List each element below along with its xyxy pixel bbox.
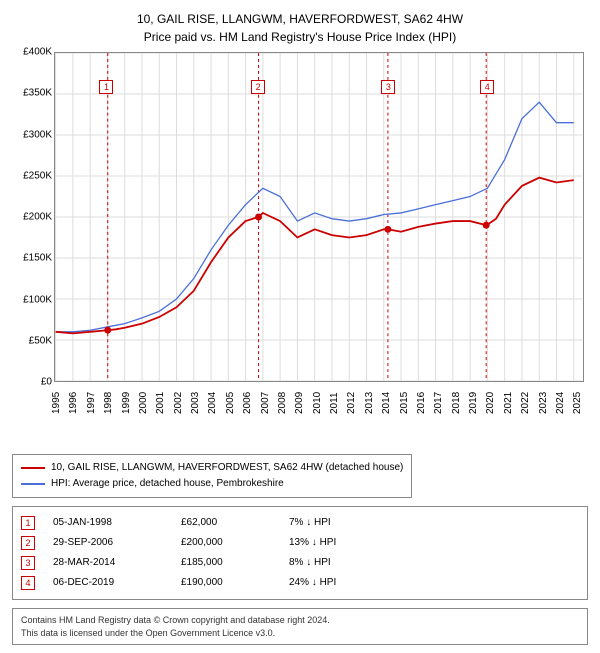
- event-marker-1: 1: [99, 80, 113, 94]
- y-tick-label: £300K: [23, 129, 52, 140]
- event-price: £200,000: [181, 533, 271, 553]
- x-tick-label: 2014: [381, 392, 392, 414]
- x-tick-label: 2005: [225, 392, 236, 414]
- x-tick-label: 2000: [138, 392, 149, 414]
- x-tick-label: 2008: [277, 392, 288, 414]
- event-row: 3 28-MAR-2014 £185,000 8% ↓ HPI: [21, 553, 579, 573]
- title-line2: Price paid vs. HM Land Registry's House …: [12, 28, 588, 46]
- y-tick-label: £200K: [23, 212, 52, 223]
- event-delta: 24% ↓ HPI: [289, 573, 399, 593]
- chart: £0£50K£100K£150K£200K£250K£300K£350K£400…: [12, 52, 588, 412]
- x-tick-label: 2016: [416, 392, 427, 414]
- x-tick-label: 2011: [329, 392, 340, 414]
- event-delta: 7% ↓ HPI: [289, 513, 399, 533]
- legend: 10, GAIL RISE, LLANGWM, HAVERFORDWEST, S…: [12, 454, 412, 498]
- x-tick-label: 2007: [260, 392, 271, 414]
- legend-label: 10, GAIL RISE, LLANGWM, HAVERFORDWEST, S…: [51, 460, 403, 476]
- legend-swatch: [21, 483, 45, 485]
- x-tick-label: 2001: [155, 392, 166, 414]
- x-tick-label: 2022: [520, 392, 531, 414]
- x-tick-label: 2025: [572, 392, 583, 414]
- legend-label: HPI: Average price, detached house, Pemb…: [51, 476, 284, 492]
- event-delta: 8% ↓ HPI: [289, 553, 399, 573]
- x-tick-label: 2020: [485, 392, 496, 414]
- x-tick-label: 2013: [364, 392, 375, 414]
- event-row: 4 06-DEC-2019 £190,000 24% ↓ HPI: [21, 573, 579, 593]
- x-tick-label: 2009: [294, 392, 305, 414]
- event-delta: 13% ↓ HPI: [289, 533, 399, 553]
- y-tick-label: £50K: [29, 335, 52, 346]
- x-tick-label: 2004: [207, 392, 218, 414]
- legend-swatch: [21, 467, 45, 469]
- events-table: 1 05-JAN-1998 £62,000 7% ↓ HPI 2 29-SEP-2006 £…: [12, 506, 588, 600]
- y-axis-labels: £0£50K£100K£150K£200K£250K£300K£350K£400…: [12, 52, 52, 382]
- event-num-box: 2: [21, 536, 35, 550]
- x-tick-label: 2015: [399, 392, 410, 414]
- event-marker-3: 3: [381, 80, 395, 94]
- event-price: £190,000: [181, 573, 271, 593]
- x-tick-label: 2003: [190, 392, 201, 414]
- footer-line1: Contains HM Land Registry data © Crown c…: [21, 614, 579, 627]
- x-tick-label: 2010: [312, 392, 323, 414]
- x-tick-label: 1995: [51, 392, 62, 414]
- x-tick-label: 1999: [121, 392, 132, 414]
- y-tick-label: £0: [41, 377, 52, 388]
- x-tick-label: 2018: [451, 392, 462, 414]
- event-row: 1 05-JAN-1998 £62,000 7% ↓ HPI: [21, 513, 579, 533]
- event-marker-2: 2: [251, 80, 265, 94]
- event-price: £62,000: [181, 513, 271, 533]
- event-num-box: 4: [21, 576, 35, 590]
- x-tick-label: 2002: [173, 392, 184, 414]
- event-date: 29-SEP-2006: [53, 533, 163, 553]
- event-price: £185,000: [181, 553, 271, 573]
- event-date: 06-DEC-2019: [53, 573, 163, 593]
- title-line1: 10, GAIL RISE, LLANGWM, HAVERFORDWEST, S…: [12, 10, 588, 28]
- x-tick-label: 2023: [538, 392, 549, 414]
- event-num-box: 3: [21, 556, 35, 570]
- page: 10, GAIL RISE, LLANGWM, HAVERFORDWEST, S…: [0, 0, 600, 653]
- y-tick-label: £150K: [23, 253, 52, 264]
- event-row: 2 29-SEP-2006 £200,000 13% ↓ HPI: [21, 533, 579, 553]
- event-num-box: 1: [21, 516, 35, 530]
- y-tick-label: £400K: [23, 47, 52, 58]
- x-tick-label: 1998: [103, 392, 114, 414]
- x-tick-label: 1997: [86, 392, 97, 414]
- x-tick-label: 1996: [68, 392, 79, 414]
- x-tick-label: 2021: [503, 392, 514, 414]
- plot-area: [54, 52, 584, 382]
- legend-item: HPI: Average price, detached house, Pemb…: [21, 476, 403, 492]
- chart-title: 10, GAIL RISE, LLANGWM, HAVERFORDWEST, S…: [12, 10, 588, 46]
- x-tick-label: 2017: [433, 392, 444, 414]
- event-date: 28-MAR-2014: [53, 553, 163, 573]
- y-tick-label: £100K: [23, 294, 52, 305]
- x-tick-label: 2019: [468, 392, 479, 414]
- event-marker-4: 4: [480, 80, 494, 94]
- y-tick-label: £350K: [23, 88, 52, 99]
- legend-item: 10, GAIL RISE, LLANGWM, HAVERFORDWEST, S…: [21, 460, 403, 476]
- footer-line2: This data is licensed under the Open Gov…: [21, 627, 579, 640]
- footer: Contains HM Land Registry data © Crown c…: [12, 608, 588, 645]
- x-tick-label: 2006: [242, 392, 253, 414]
- x-tick-label: 2024: [555, 392, 566, 414]
- event-date: 05-JAN-1998: [53, 513, 163, 533]
- y-tick-label: £250K: [23, 170, 52, 181]
- x-tick-label: 2012: [346, 392, 357, 414]
